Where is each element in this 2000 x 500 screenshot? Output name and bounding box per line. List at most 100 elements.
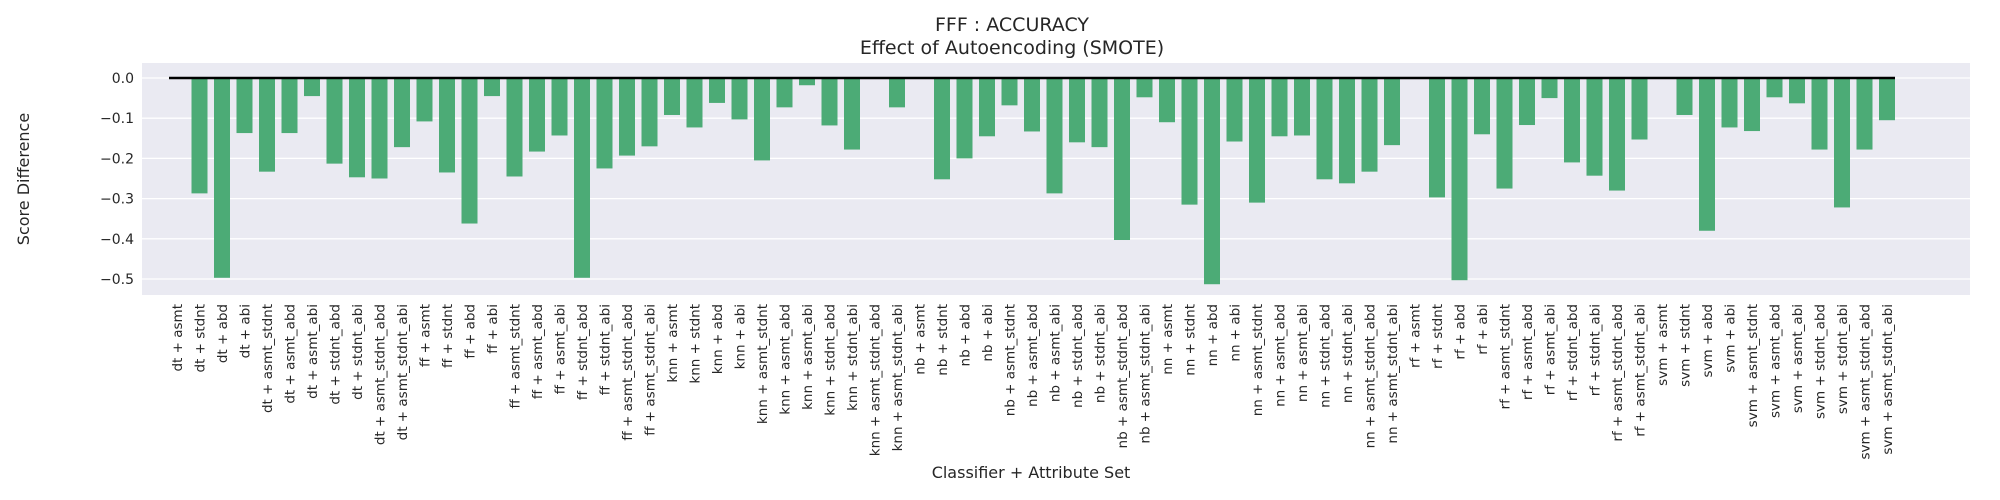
bar [1249,78,1265,203]
bar [754,78,770,161]
x-tick-label: nb + stdnt_abi [1093,304,1109,403]
x-tick-label: svm + stdnt [1678,304,1694,387]
x-tick-label: nb + asmt_abd [1025,304,1041,407]
bar [1766,78,1783,98]
bar [461,78,478,224]
bar [1159,78,1175,123]
bar [619,78,635,156]
bar [1474,78,1490,135]
bar [281,78,298,134]
x-tick-label: dt + asmt_abd [283,304,299,404]
x-tick-label: knn + asmt [665,304,681,383]
x-tick-label: rf + stdnt [1430,304,1446,369]
x-tick-label: ff + asmt_abi [553,304,569,394]
x-tick-label: rf + stdnt_abd [1565,304,1581,401]
x-tick-label: dt + abd [215,304,231,363]
bar [236,78,253,134]
bar [1519,78,1535,126]
bar [1361,78,1378,172]
bar [1789,78,1805,104]
bar [1744,78,1760,132]
x-tick-label: nn + asmt_stdnt [1250,304,1266,416]
bar [889,78,905,108]
bar [416,78,433,122]
bar [821,78,838,126]
bar [1069,78,1085,143]
bar [1699,78,1715,231]
bar [1046,78,1063,194]
y-tick-label: −0.1 [100,111,134,127]
x-axis-label: Classifier + Attribute Set [932,463,1131,482]
bar [776,78,793,108]
x-tick-label: dt + asmt_stdnt_abd [373,304,389,445]
x-tick-label: knn + abi [733,304,749,369]
bar [956,78,973,159]
bar [439,78,455,173]
bar [1564,78,1580,163]
bar [1001,78,1018,106]
x-tick-label: nn + asmt [1160,304,1176,375]
chart-title: FFF : ACCURACY [935,14,1089,36]
x-tick-label: knn + asmt_abi [800,304,816,410]
x-tick-label: nb + abd [958,304,974,366]
x-tick-label: nn + abd [1205,304,1221,366]
x-tick-label: svm + asmt_abd [1768,304,1784,418]
y-tick-label: −0.5 [100,272,134,288]
bar [214,78,230,278]
x-tick-label: nn + asmt_abd [1273,304,1289,407]
x-tick-label: knn + stdnt_abi [845,304,861,411]
bar [1586,78,1603,176]
x-tick-label: dt + asmt [170,304,186,372]
x-tick-label: svm + asmt_stdnt [1745,304,1761,427]
y-tick-label: −0.3 [100,192,134,208]
bar [371,78,388,179]
y-axis-label: Score Difference [14,113,33,245]
x-tick-label: rf + abi [1475,304,1491,355]
bar [1024,78,1040,132]
bar [1384,78,1400,146]
bar [1811,78,1828,150]
bar [1339,78,1355,184]
x-tick-label: rf + abd [1453,304,1469,360]
x-tick-label: dt + stdnt_abi [350,304,366,400]
x-tick-label: nn + stdnt_abd [1318,304,1334,408]
chart-subtitle: Effect of Autoencoding (SMOTE) [860,37,1164,59]
bar [1181,78,1198,205]
y-tick-labels: 0.0 −0.1 −0.2 −0.3 −0.4 −0.5 [100,71,134,288]
x-tick-label: svm + asmt_stdnt_abi [1880,304,1896,455]
bar [304,78,320,97]
x-tick-label: ff + stdnt [440,304,456,368]
x-tick-label: ff + asmt_stdnt_abi [643,304,659,436]
bar [1226,78,1243,142]
bar [1451,78,1468,281]
x-tick-label: ff + abi [485,304,501,354]
x-tick-label: nb + abi [980,304,996,362]
x-tick-label: svm + abi [1723,304,1739,373]
x-tick-label: nb + asmt_stdnt [1003,304,1019,416]
bar [551,78,568,136]
bar [799,78,815,86]
bar [934,78,950,180]
x-tick-label: ff + stdnt_abd [575,304,591,400]
x-tick-label: rf + asmt_stdnt [1498,304,1514,409]
x-tick-label: ff + abd [463,304,479,359]
bar [709,78,725,103]
x-tick-label: knn + asmt_stdnt_abd [868,304,884,456]
bar [1879,78,1895,121]
bar [1631,78,1648,140]
bar [1721,78,1738,128]
bar [1834,78,1850,208]
x-tick-label: nb + stdnt_abd [1070,304,1086,408]
x-tick-label: rf + stdnt_abi [1588,304,1604,396]
x-tick-label: rf + asmt_abi [1543,304,1559,395]
x-tick-labels: dt + asmt dt + stdnt dt + abd dt + abi dt + … [170,304,1896,459]
bar [191,78,208,194]
x-tick-label: dt + stdnt_abd [328,304,344,405]
bar [1856,78,1873,150]
x-tick-label: nn + stdnt [1183,304,1199,376]
y-tick-label: −0.4 [100,232,134,248]
x-tick-label: nn + asmt_stdnt_abi [1385,304,1401,444]
x-tick-label: ff + stdnt_abi [598,304,614,395]
x-tick-label: knn + asmt_abd [778,304,794,415]
x-tick-label: nb + asmt [913,304,929,375]
